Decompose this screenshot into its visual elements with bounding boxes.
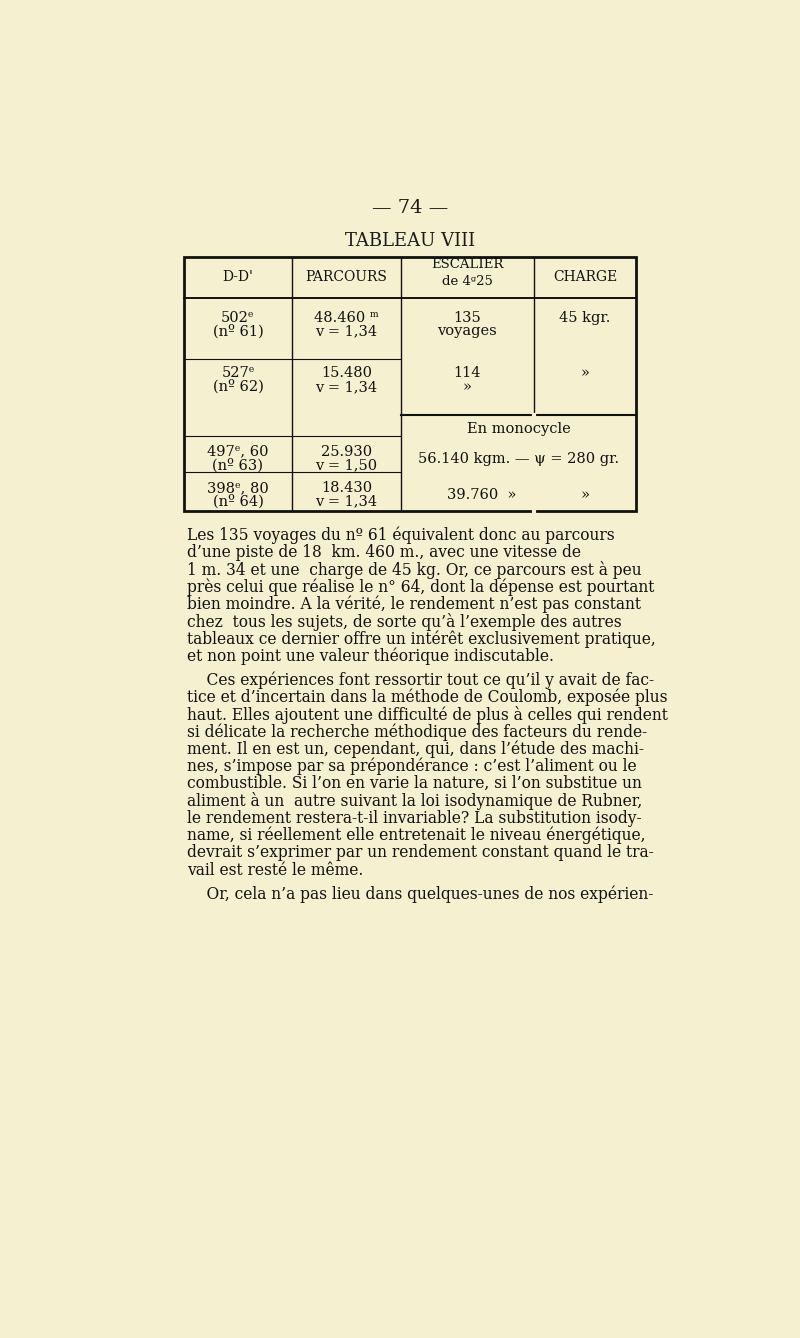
Text: et non point une valeur théorique indiscutable.: et non point une valeur théorique indisc… [187,648,554,665]
Text: devrait s’exprimer par un rendement constant quand le tra-: devrait s’exprimer par un rendement cons… [187,844,654,862]
Text: d’une piste de 18  km. 460 m., avec une vitesse de: d’une piste de 18 km. 460 m., avec une v… [187,543,581,561]
Text: En monocycle: En monocycle [466,421,570,436]
Text: v = 1,34: v = 1,34 [315,495,378,508]
Text: près celui que réalise le n° 64, dont la dépense est pourtant: près celui que réalise le n° 64, dont la… [187,578,654,595]
Text: bien moindre. A la vérité, le rendement n’est pas constant: bien moindre. A la vérité, le rendement … [187,595,641,613]
Text: — 74 —: — 74 — [372,199,448,217]
Text: tice et d’incertain dans la méthode de Coulomb, exposée plus: tice et d’incertain dans la méthode de C… [187,688,667,706]
Text: (nº 63): (nº 63) [213,459,263,472]
Text: 56.140 kgm. — ψ = 280 gr.: 56.140 kgm. — ψ = 280 gr. [418,451,619,466]
Text: 502ᵉ: 502ᵉ [221,310,254,325]
Text: tableaux ce dernier offre un intérêt exclusivement pratique,: tableaux ce dernier offre un intérêt exc… [187,630,655,648]
Text: CHARGE: CHARGE [553,270,618,284]
Text: 39.760  »              »: 39.760 » » [447,488,590,502]
Text: 497ᵉ, 60: 497ᵉ, 60 [207,444,269,459]
Text: »: » [463,380,472,393]
Text: name, si réellement elle entretenait le niveau énergétique,: name, si réellement elle entretenait le … [187,827,646,844]
Text: »: » [581,367,590,380]
Text: v = 1,50: v = 1,50 [315,459,378,472]
Text: 15.480: 15.480 [321,367,372,380]
Text: haut. Elles ajoutent une difficulté de plus à celles qui rendent: haut. Elles ajoutent une difficulté de p… [187,705,668,724]
Text: si délicate la recherche méthodique des facteurs du rende-: si délicate la recherche méthodique des … [187,723,647,740]
Text: le rendement restera-t-il invariable? La substitution isody-: le rendement restera-t-il invariable? La… [187,809,642,827]
Text: D-D': D-D' [222,270,254,284]
Text: 18.430: 18.430 [321,480,372,495]
Text: 527ᵉ: 527ᵉ [222,367,254,380]
Text: (nº 64): (nº 64) [213,495,263,508]
Text: 25.930: 25.930 [321,444,372,459]
Text: 114: 114 [454,367,481,380]
Text: 45 kgr.: 45 kgr. [559,310,611,325]
Text: vail est resté le même.: vail est resté le même. [187,862,363,879]
Text: v = 1,34: v = 1,34 [315,380,378,393]
Text: ESCALIER
de 4ᵍ25: ESCALIER de 4ᵍ25 [431,258,503,288]
Text: (nº 62): (nº 62) [213,380,263,395]
Text: Les 135 voyages du nº 61 équivalent donc au parcours: Les 135 voyages du nº 61 équivalent donc… [187,526,614,543]
Text: chez  tous les sujets, de sorte qu’à l’exemple des autres: chez tous les sujets, de sorte qu’à l’ex… [187,613,622,632]
Text: voyages: voyages [438,325,498,339]
Text: PARCOURS: PARCOURS [306,270,387,284]
Text: Ces expériences font ressortir tout ce qu’il y avait de fac-: Ces expériences font ressortir tout ce q… [187,672,654,689]
Text: TABLEAU VIII: TABLEAU VIII [345,233,475,250]
Bar [184,257,636,511]
Text: nes, s’impose par sa prépondérance : c’est l’aliment ou le: nes, s’impose par sa prépondérance : c’e… [187,757,637,775]
Text: 135: 135 [454,310,482,325]
Text: v = 1,34: v = 1,34 [315,325,378,339]
Text: Or, cela n’a pas lieu dans quelques-unes de nos expérien-: Or, cela n’a pas lieu dans quelques-unes… [187,886,653,903]
Text: 48.460 ᵐ: 48.460 ᵐ [314,310,379,325]
Text: 1 m. 34 et une  charge de 45 kg. Or, ce parcours est à peu: 1 m. 34 et une charge de 45 kg. Or, ce p… [187,561,642,579]
Text: combustible. Si l’on en varie la nature, si l’on substitue un: combustible. Si l’on en varie la nature,… [187,775,642,792]
Text: aliment à un  autre suivant la loi isodynamique de Rubner,: aliment à un autre suivant la loi isodyn… [187,792,642,811]
Text: 398ᵉ, 80: 398ᵉ, 80 [207,480,269,495]
Text: ment. Il en est un, cependant, qui, dans l’étude des machi-: ment. Il en est un, cependant, qui, dans… [187,740,644,757]
Text: (nº 61): (nº 61) [213,324,263,339]
